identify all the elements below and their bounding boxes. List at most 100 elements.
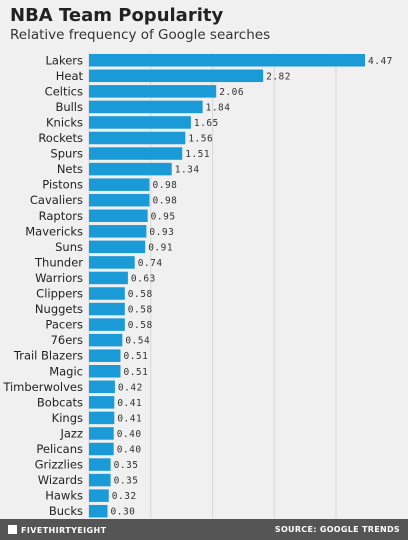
bar-knicks <box>89 116 191 129</box>
value-label: 0.40 <box>117 429 142 440</box>
bar-trail-blazers <box>89 349 121 362</box>
bar-spurs <box>89 147 183 160</box>
value-label: 0.58 <box>128 289 153 300</box>
category-label: Heat <box>56 69 84 83</box>
category-label: Timberwolves <box>2 380 83 394</box>
bar-celtics <box>89 85 217 98</box>
bar-pistons <box>89 178 150 191</box>
category-label: Nets <box>57 162 83 176</box>
bar-magic <box>89 365 121 378</box>
category-label: Kings <box>52 411 83 425</box>
value-label: 0.51 <box>123 351 148 362</box>
category-label: Magic <box>49 364 83 378</box>
bar-hawks <box>89 489 109 502</box>
bar-76ers <box>89 333 123 347</box>
category-label: Thunder <box>34 255 83 269</box>
category-label: Hawks <box>45 489 83 503</box>
value-label: 0.54 <box>125 336 150 347</box>
value-label: 0.74 <box>138 258 163 269</box>
value-labels: 4.47 2.82 2.06 1.84 1.65 1.56 1.51 1.34 0.98 0.98… <box>111 56 393 518</box>
category-label: Warriors <box>35 271 83 285</box>
bar-clippers <box>89 287 125 300</box>
value-label: 0.63 <box>131 273 156 284</box>
category-label: Suns <box>55 240 83 254</box>
bars <box>89 54 365 518</box>
bar-pacers <box>89 318 125 331</box>
category-label: Trail Blazers <box>13 349 83 363</box>
category-label: Wizards <box>38 473 83 487</box>
category-label: Rockets <box>38 131 83 145</box>
bar-raptors <box>89 209 148 222</box>
category-label: Spurs <box>50 147 83 161</box>
bar-pelicans <box>89 442 114 456</box>
bar-nets <box>89 162 172 176</box>
value-label: 1.84 <box>206 102 231 113</box>
value-label: 0.30 <box>111 507 136 518</box>
category-label: Grizzlies <box>35 458 83 472</box>
category-label: Bucks <box>49 504 83 518</box>
category-label: Bulls <box>55 100 83 114</box>
bar-mavericks <box>89 225 147 238</box>
value-label: 4.47 <box>368 56 393 67</box>
brand-logo: FIVETHIRTYEIGHT <box>8 525 106 535</box>
footer-bar: FIVETHIRTYEIGHT SOURCE: GOOGLE TRENDS <box>0 519 408 540</box>
bar-cavaliers <box>89 193 150 207</box>
value-label: 1.51 <box>185 149 210 160</box>
bar-wizards <box>89 473 111 487</box>
bar-timberwolves <box>89 380 115 394</box>
bar-bucks <box>89 504 108 518</box>
category-label: Pacers <box>45 318 83 332</box>
bar-jazz <box>89 427 114 440</box>
category-label: Pistons <box>42 178 83 192</box>
category-label: Clippers <box>36 287 83 301</box>
chart-subtitle: Relative frequency of Google searches <box>10 27 271 43</box>
value-label: 0.58 <box>128 320 153 331</box>
bar-kings <box>89 411 115 425</box>
value-label: 0.35 <box>114 460 139 471</box>
source-note: SOURCE: GOOGLE TRENDS <box>274 525 400 534</box>
value-label: 2.06 <box>219 87 244 98</box>
brand-name: FIVETHIRTYEIGHT <box>21 526 107 535</box>
value-label: 1.56 <box>188 134 213 145</box>
category-label: Knicks <box>46 115 83 129</box>
bar-grizzlies <box>89 458 111 471</box>
bar-thunder <box>89 256 135 269</box>
category-label: Nuggets <box>35 302 83 316</box>
category-label: 76ers <box>51 333 83 347</box>
value-label: 0.91 <box>148 242 173 253</box>
category-label: Cavaliers <box>30 193 83 207</box>
brand-icon <box>8 525 17 534</box>
value-label: 0.42 <box>118 382 143 393</box>
value-label: 0.41 <box>117 413 142 424</box>
bar-nuggets <box>89 302 125 316</box>
value-label: 0.32 <box>112 491 137 502</box>
value-label: 0.35 <box>114 476 139 487</box>
value-label: 0.41 <box>117 398 142 409</box>
category-label: Mavericks <box>25 224 83 238</box>
value-label: 1.65 <box>194 118 219 129</box>
category-label: Celtics <box>45 84 83 98</box>
chart-title: NBA Team Popularity <box>10 5 224 26</box>
bar-rockets <box>89 131 186 145</box>
value-label: 0.93 <box>149 227 174 238</box>
value-label: 2.82 <box>266 71 291 82</box>
category-label: Lakers <box>46 53 84 67</box>
value-label: 0.98 <box>153 196 178 207</box>
bar-warriors <box>89 271 128 285</box>
bar-suns <box>89 240 146 254</box>
bar-bulls <box>89 100 203 114</box>
value-label: 0.51 <box>123 367 148 378</box>
category-label: Pelicans <box>36 442 83 456</box>
value-label: 1.34 <box>175 165 200 176</box>
category-label: Raptors <box>39 209 83 223</box>
value-label: 0.40 <box>117 445 142 456</box>
value-label: 0.98 <box>153 180 178 191</box>
bar-lakers <box>89 54 365 67</box>
value-label: 0.95 <box>151 211 176 222</box>
value-label: 0.58 <box>128 305 153 316</box>
bar-bobcats <box>89 396 115 409</box>
bar-heat <box>89 69 264 83</box>
category-label: Jazz <box>59 426 83 440</box>
